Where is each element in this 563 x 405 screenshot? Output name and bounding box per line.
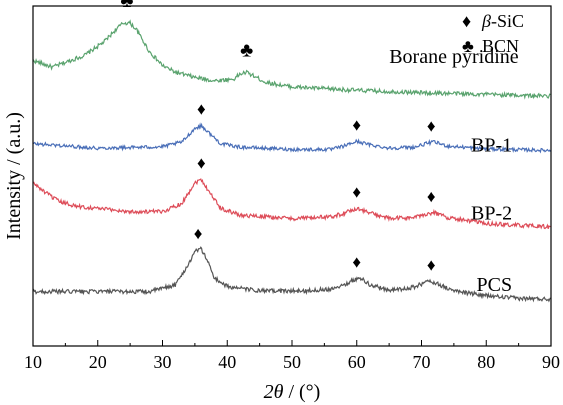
series-label-layer: Borane pyridine BP-1 BP-2 PCS: [389, 46, 519, 296]
sic-peak-marker-1-1: ♦: [352, 115, 361, 134]
x-tick-label: 90: [542, 352, 560, 372]
sic-peak-marker-1-0: ♦: [197, 100, 206, 119]
x-tick-label: 70: [413, 352, 431, 372]
sic-peak-marker-3-0: ♦: [194, 224, 203, 243]
sic-peak-marker-3-2: ♦: [427, 256, 436, 275]
x-axis-label: 2θ / (°): [264, 381, 321, 403]
x-tick-label: 60: [348, 352, 366, 372]
x-tick-label: 20: [89, 352, 107, 372]
x-tick-label: 40: [218, 352, 236, 372]
series-layer: [32, 19, 552, 303]
sic-peak-marker-2-2: ♦: [427, 187, 436, 206]
bcn-peak-marker-0-1: ♣: [240, 39, 253, 61]
sic-peak-marker-2-1: ♦: [352, 182, 361, 201]
series-label-3: PCS: [477, 274, 513, 296]
legend: ♦ β-SiC ♣ BCN: [462, 11, 524, 56]
series-line-2: [32, 178, 551, 230]
sic-peak-marker-2-0: ♦: [197, 153, 206, 172]
sic-peak-marker-3-1: ♦: [352, 253, 361, 272]
y-axis-label: Intensity / (a.u.): [3, 112, 25, 240]
series-line-1: [32, 122, 551, 154]
legend-sic-symbol: ♦: [462, 11, 471, 31]
series-line-3: [32, 246, 552, 303]
legend-bcn-label: BCN: [482, 36, 519, 56]
x-axis: 10 20 30 40 50 60 70 80 90: [24, 340, 560, 372]
peak-marker-layer: ♣♣♦♦ ♦♦♦ ♦♦♦ ♦: [120, 0, 436, 275]
legend-bcn-symbol: ♣: [462, 36, 474, 56]
series-label-1: BP-1: [471, 134, 512, 156]
x-tick-label: 50: [283, 352, 301, 372]
sic-peak-marker-1-2: ♦: [427, 117, 436, 136]
x-tick-label: 30: [154, 352, 172, 372]
x-tick-label: 10: [24, 352, 42, 372]
series-line-0: [32, 19, 551, 100]
legend-sic-label: β-SiC: [481, 11, 524, 31]
x-tick-label: 80: [477, 352, 495, 372]
series-label-2: BP-2: [471, 202, 512, 224]
series-label-0: Borane pyridine: [389, 46, 519, 68]
